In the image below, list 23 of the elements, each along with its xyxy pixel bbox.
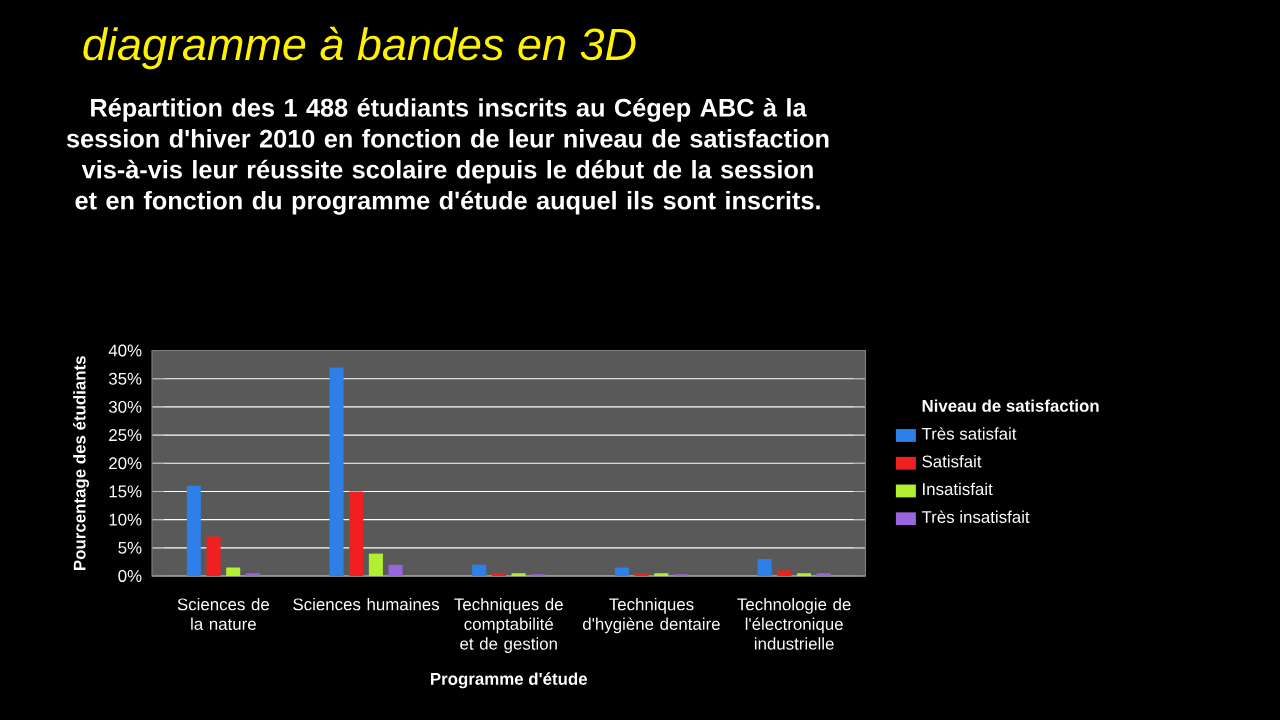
y-tick-label: 35% xyxy=(108,372,142,385)
x-tick-label: Techniques de comptabilité et de gestion xyxy=(454,597,563,653)
y-tick-label: 10% xyxy=(109,513,142,526)
legend-title: Niveau de satisfaction xyxy=(922,399,1099,412)
x-axis-title: Programme d'étude xyxy=(431,672,588,689)
x-tick-label: Technologie de l'électronique industrielle xyxy=(737,597,851,650)
y-tick-label: 30% xyxy=(108,400,142,413)
y-tick-label: 0% xyxy=(118,570,142,582)
x-tick-label: Techniques d'hygiène dentaire xyxy=(583,597,720,634)
y-tick-label: 40% xyxy=(108,344,142,357)
y-tick-label: 15% xyxy=(109,485,142,498)
x-tick-label: Sciences humaines xyxy=(293,597,440,611)
y-tick-label: 5% xyxy=(118,541,142,554)
text: diagramme à bandes en 3D xyxy=(83,26,636,70)
chart-title: Répartition des 1 488 étudiants inscrits au Cégep ABC à la session d'hiver 2010 en fonction de leur niveau de satisfaction vis-à-vis leur réussite scolaire depuis le début de la session et en fonction du programme d'étude auquel ils sont inscrits. xyxy=(66,97,829,215)
legend-label: Insatisfait xyxy=(923,482,993,496)
y-tick-label: 25% xyxy=(109,429,142,442)
legend-label: Très satisfait xyxy=(921,427,1017,440)
y-tick-label: 20% xyxy=(109,457,142,470)
x-tick-label: Sciences de la nature xyxy=(177,597,270,631)
y-axis-title: Pourcentage des étudiants xyxy=(73,356,89,570)
legend-label: Très insatisfait xyxy=(921,510,1030,524)
legend-label: Satisfait xyxy=(922,455,982,468)
